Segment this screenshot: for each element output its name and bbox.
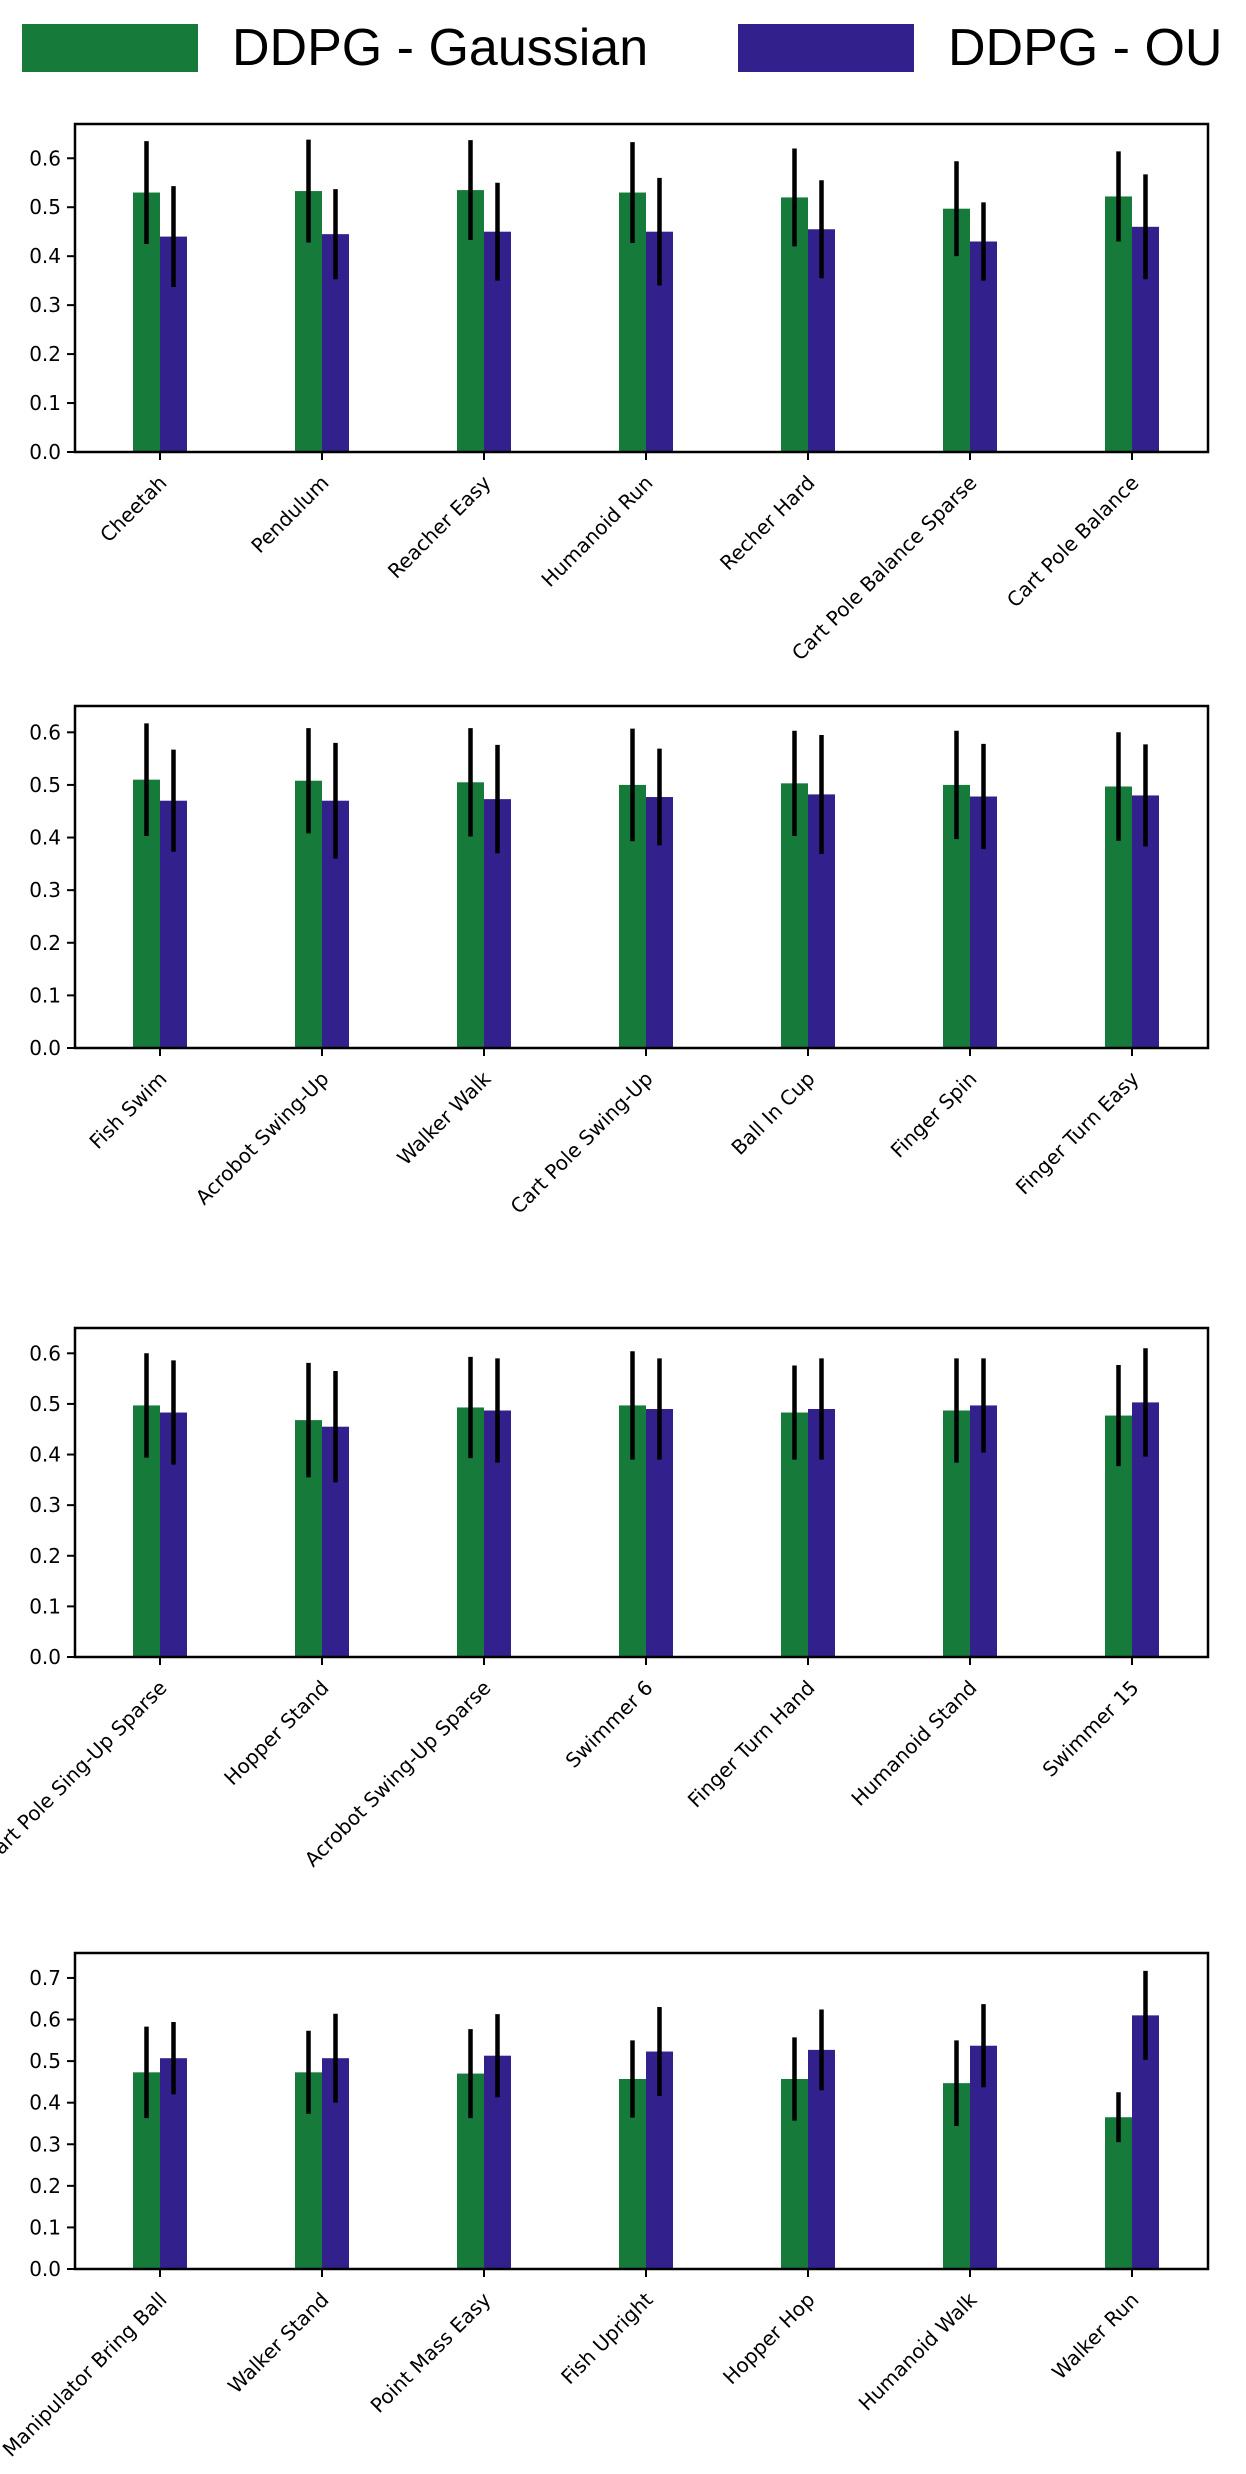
chart-panel-4: 0.0 0.1 0.2 0.3 0.4 0.5 0.6 0.7 Manipulator Brin… (0, 1951, 1210, 2462)
axes-frame (73, 122, 1210, 454)
x-tick-label: Finger Spin (886, 1067, 982, 1163)
y-tick-label: 0.5 (29, 1392, 61, 1416)
x-tick-label: Acrobot Swing-Up (191, 1067, 334, 1210)
y-tick-label: 0.4 (29, 1443, 61, 1467)
x-tick-label: Cart Pole Balance (1002, 471, 1144, 613)
x-tick-label: Humanoid Stand (846, 1676, 981, 1811)
y-tick-label: 0.0 (29, 440, 61, 464)
y-tick-label: 0.7 (29, 1966, 61, 1990)
x-tick-label: Walker Run (1047, 2288, 1143, 2384)
axes-frame (73, 1326, 1210, 1659)
x-tick-label: Hopper Hop (718, 2288, 819, 2389)
x-tick-label: Hopper Stand (219, 1676, 333, 1790)
x-tick-label: Acrobot Swing-Up Sparse (300, 1676, 496, 1872)
x-tick-label: Humanoid Walk (854, 2287, 982, 2415)
legend-swatch-gaussian (22, 24, 198, 72)
x-tick-label: Ball In Cup (726, 1067, 819, 1160)
x-tick-label: Cart Pole Balance Sparse (787, 471, 982, 666)
y-tick-label: 0.2 (29, 342, 61, 366)
y-tick-label: 0.1 (29, 1594, 61, 1618)
y-tick-label: 0.2 (29, 931, 61, 955)
y-tick-label: 0.6 (29, 1341, 61, 1365)
x-tick-label: Recher Hard (715, 471, 819, 575)
x-tick-label: Finger Turn Easy (1011, 1066, 1144, 1199)
x-tick-label: Cart Pole Swing-Up (506, 1067, 658, 1219)
y-tick-label: 0.5 (29, 2049, 61, 2073)
x-tick-label: Cart Pole Sing-Up Sparse (0, 1676, 172, 1869)
y-tick-label: 0.6 (29, 146, 61, 170)
y-tick-label: 0.0 (29, 2257, 61, 2281)
y-tick-label: 0.1 (29, 391, 61, 415)
y-tick-label: 0.4 (29, 826, 61, 850)
legend-swatch-ou (738, 24, 914, 72)
y-tick-label: 0.6 (29, 2008, 61, 2032)
y-tick-label: 0.4 (29, 2091, 61, 2115)
y-tick-label: 0.3 (29, 2132, 61, 2156)
x-tick-label: Walker Stand (223, 2288, 333, 2398)
y-tick-label: 0.2 (29, 2174, 61, 2198)
y-tick-label: 0.5 (29, 773, 61, 797)
y-tick-label: 0.3 (29, 1493, 61, 1517)
y-tick-label: 0.0 (29, 1036, 61, 1060)
chart-panel-1: 0.0 0.1 0.2 0.3 0.4 0.5 0.6 Cheetah Pendulum Reac… (29, 122, 1210, 666)
x-tick-label: Finger Turn Hand (683, 1676, 820, 1813)
x-tick-label: Point Mass Easy (366, 2287, 496, 2417)
x-tick-label: Swimmer 15 (1038, 1676, 1144, 1782)
x-tick-label: Fish Upright (556, 2287, 658, 2389)
legend-label-gaussian: DDPG - Gaussian (232, 19, 649, 77)
chart-panel-2: 0.0 0.1 0.2 0.3 0.4 0.5 0.6 Fish Swim Acrobot Sw… (29, 704, 1210, 1219)
x-tick-label: Walker Walk (392, 1066, 496, 1170)
y-tick-label: 0.2 (29, 1544, 61, 1568)
x-tick-label: Cheetah (95, 471, 171, 547)
x-tick-label: Manipulator Bring Ball (0, 2288, 172, 2462)
chart-panel-3: 0.0 0.1 0.2 0.3 0.4 0.5 0.6 Cart Pole Sing-Up S… (0, 1326, 1210, 1872)
bar-gaussian (1105, 2117, 1132, 2269)
x-tick-label: Pendulum (246, 471, 333, 558)
x-tick-label: Fish Swim (84, 1067, 171, 1154)
y-tick-label: 0.1 (29, 983, 61, 1007)
y-tick-label: 0.3 (29, 293, 61, 317)
axes-frame (73, 1951, 1210, 2271)
legend: DDPG - Gaussian DDPG - OU (0, 0, 1246, 90)
legend-label-ou: DDPG - OU (948, 19, 1223, 77)
y-tick-label: 0.1 (29, 2215, 61, 2239)
y-tick-label: 0.3 (29, 878, 61, 902)
y-tick-label: 0.0 (29, 1645, 61, 1669)
x-tick-label: Swimmer 6 (561, 1676, 658, 1773)
y-tick-label: 0.5 (29, 195, 61, 219)
x-tick-label: Reacher Easy (383, 470, 496, 583)
y-tick-label: 0.6 (29, 720, 61, 744)
x-tick-label: Humanoid Run (536, 471, 657, 592)
y-tick-label: 0.4 (29, 244, 61, 268)
axes-frame (73, 704, 1210, 1050)
